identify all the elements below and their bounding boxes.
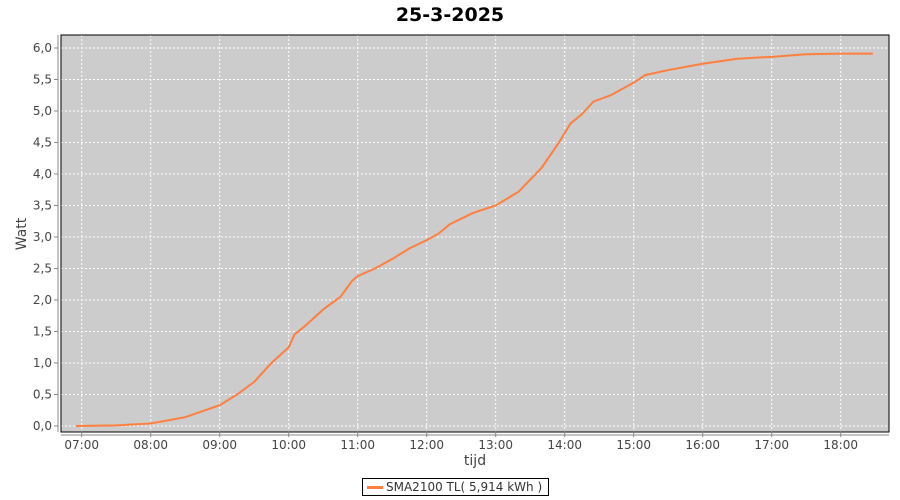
x-tick-label: 10:00 <box>271 438 306 452</box>
plot-border <box>60 34 890 433</box>
y-tick-label: 0,0 <box>33 419 52 433</box>
x-tick-label: 12:00 <box>409 438 444 452</box>
y-tick-label: 6,0 <box>33 41 52 55</box>
x-tick-label: 08:00 <box>133 438 168 452</box>
series-line <box>75 52 873 427</box>
y-tick-label: 0,5 <box>33 388 52 402</box>
x-tick-label: 07:00 <box>64 438 99 452</box>
x-axis-label: tijd <box>464 453 486 469</box>
y-tick-label: 5,5 <box>33 73 52 87</box>
y-tick-label: 5,0 <box>33 104 52 118</box>
x-tick-label: 15:00 <box>616 438 651 452</box>
y-tick-label: 2,5 <box>33 262 52 276</box>
legend-label: SMA2100 TL( 5,914 kWh ) <box>386 480 543 494</box>
y-tick-label: 3,0 <box>33 230 52 244</box>
chart-title: 25-3-2025 <box>395 4 505 26</box>
y-tick-label: 1,5 <box>33 325 52 339</box>
x-tick-label: 18:00 <box>823 438 858 452</box>
x-tick-label: 14:00 <box>547 438 582 452</box>
y-tick-label: 1,0 <box>33 356 52 370</box>
legend-swatch <box>367 485 383 489</box>
y-tick-label: 3,5 <box>33 199 52 213</box>
legend[interactable]: SMA2100 TL( 5,914 kWh ) <box>362 478 550 496</box>
x-tick-label: 13:00 <box>478 438 513 452</box>
y-axis-label: Watt <box>14 217 30 250</box>
plot-area <box>61 35 889 432</box>
y-tick-label: 4,5 <box>33 136 52 150</box>
y-tick-label: 2,0 <box>33 293 52 307</box>
x-tick-label: 11:00 <box>340 438 375 452</box>
x-tick-label: 09:00 <box>202 438 237 452</box>
x-tick-label: 16:00 <box>685 438 720 452</box>
x-tick-label: 17:00 <box>754 438 789 452</box>
y-tick-label: 4,0 <box>33 167 52 181</box>
